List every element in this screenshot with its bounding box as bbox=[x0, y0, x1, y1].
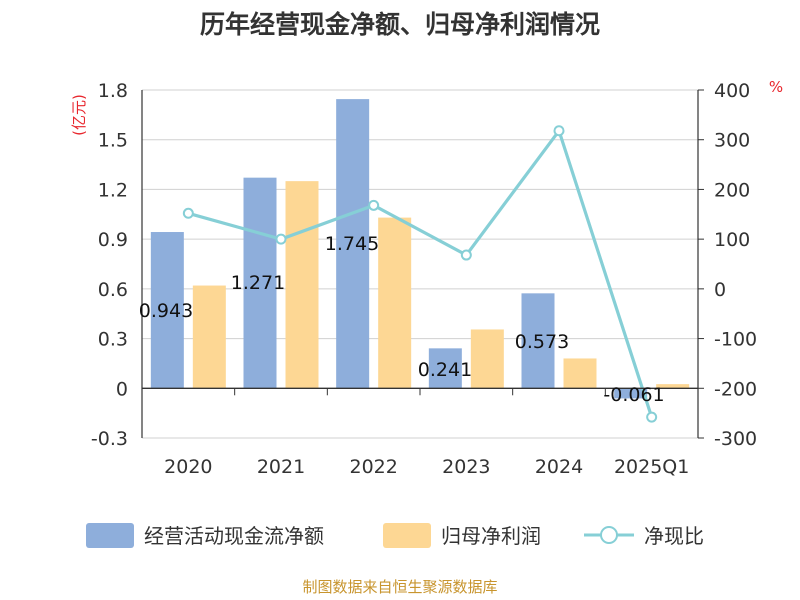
profit-bar bbox=[378, 217, 412, 389]
profit-bar bbox=[656, 384, 690, 389]
ratio-point bbox=[182, 207, 194, 219]
right-tick-label: -300 bbox=[714, 428, 757, 450]
chart-title: 历年经营现金净额、归母净利润情况 bbox=[200, 10, 600, 39]
left-tick-label: 1.8 bbox=[98, 80, 128, 102]
right-axis-unit: % bbox=[769, 78, 783, 96]
cashflow-data-label: -0.061 bbox=[603, 384, 664, 406]
right-tick-label: 300 bbox=[714, 130, 750, 152]
left-tick-label: 1.5 bbox=[98, 130, 128, 152]
ratio-point bbox=[275, 233, 287, 245]
legend-marker-ratio bbox=[600, 526, 618, 544]
right-tick-label: 400 bbox=[714, 80, 750, 102]
ratio-point bbox=[553, 125, 565, 137]
left-axis-unit: (亿元) bbox=[70, 94, 88, 136]
cashflow-data-label: 1.745 bbox=[325, 233, 379, 255]
cashflow-bar bbox=[614, 388, 648, 399]
cashflow-bar bbox=[150, 232, 184, 389]
cashflow-bar bbox=[336, 99, 370, 389]
right-tick-label: 0 bbox=[714, 279, 726, 301]
left-tick-label: 0.3 bbox=[98, 329, 128, 351]
ratio-line bbox=[182, 125, 658, 423]
right-tick-label: -200 bbox=[714, 378, 757, 400]
ratio-polyline bbox=[187, 127, 654, 418]
axes: 1.8 1.5 1.2 0.9 0.6 0.3 0 -0.3 400 300 200 100 0 -100… bbox=[91, 80, 757, 478]
legend-swatch-cashflow bbox=[86, 523, 134, 548]
cashflow-data-label: 0.573 bbox=[515, 331, 569, 353]
x-tick-label: 2020 bbox=[164, 456, 212, 478]
legend-label-profit: 归母净利润 bbox=[441, 524, 541, 548]
ratio-point bbox=[646, 411, 658, 423]
right-tick-label: -100 bbox=[714, 329, 757, 351]
profit-bar bbox=[470, 329, 504, 389]
x-tick-label: 2023 bbox=[442, 456, 490, 478]
left-tick-label: 0 bbox=[116, 378, 128, 400]
cashflow-bar bbox=[428, 348, 462, 389]
source-note: 制图数据来自恒生聚源数据库 bbox=[302, 578, 497, 596]
profit-bar bbox=[563, 358, 597, 389]
cashflow-data-label: 1.271 bbox=[231, 272, 285, 294]
ratio-point bbox=[368, 199, 380, 211]
left-tick-label: -0.3 bbox=[91, 428, 128, 450]
cashflow-bar bbox=[521, 293, 555, 389]
x-tick-label: 2025Q1 bbox=[614, 456, 689, 478]
legend-label-cashflow: 经营活动现金流净额 bbox=[144, 524, 324, 548]
ratio-point bbox=[460, 249, 472, 261]
right-tick-label: 100 bbox=[714, 229, 750, 251]
left-tick-label: 0.9 bbox=[98, 229, 128, 251]
legend-label-ratio: 净现比 bbox=[644, 524, 704, 548]
legend: 经营活动现金流净额 归母净利润 净现比 bbox=[86, 523, 704, 548]
cashflow-bar bbox=[243, 177, 277, 389]
x-tick-label: 2021 bbox=[257, 456, 305, 478]
cashflow-data-label: 0.943 bbox=[139, 300, 193, 322]
cashflow-data-label: 0.241 bbox=[418, 359, 472, 381]
right-tick-label: 200 bbox=[714, 179, 750, 201]
left-tick-label: 0.6 bbox=[98, 279, 128, 301]
profit-bar bbox=[192, 285, 226, 389]
x-tick-label: 2022 bbox=[349, 456, 397, 478]
data-labels: 0.943 1.271 1.745 0.241 0.573 -0.061 bbox=[139, 233, 665, 406]
x-tick-label: 2024 bbox=[535, 456, 583, 478]
profit-bar bbox=[285, 181, 319, 389]
legend-swatch-profit bbox=[383, 523, 431, 548]
bars bbox=[150, 99, 690, 399]
left-tick-label: 1.2 bbox=[98, 179, 128, 201]
